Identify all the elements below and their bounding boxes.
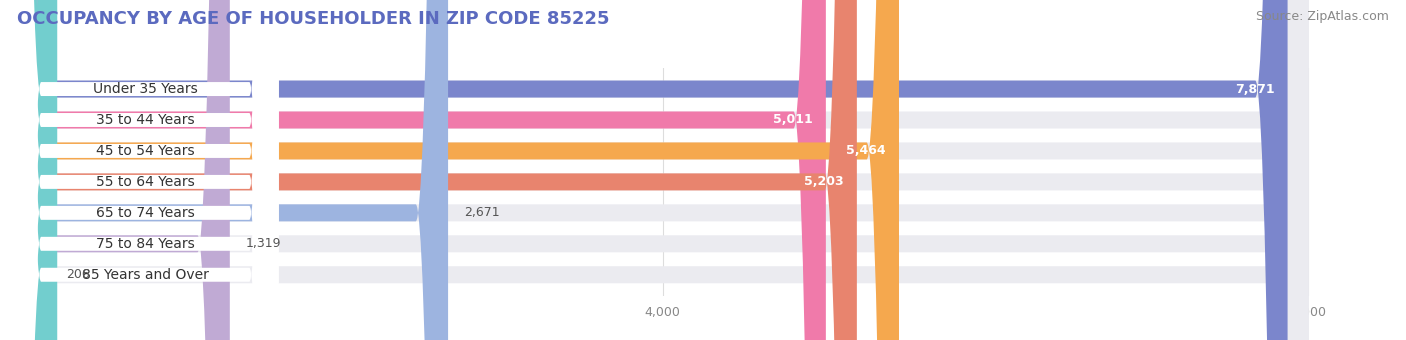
FancyBboxPatch shape bbox=[17, 0, 58, 340]
Text: Source: ZipAtlas.com: Source: ZipAtlas.com bbox=[1256, 10, 1389, 23]
Text: 1,319: 1,319 bbox=[246, 237, 281, 250]
Text: 5,464: 5,464 bbox=[846, 144, 886, 157]
Text: 5,203: 5,203 bbox=[804, 175, 844, 188]
FancyBboxPatch shape bbox=[17, 0, 1288, 340]
FancyBboxPatch shape bbox=[13, 0, 278, 340]
FancyBboxPatch shape bbox=[17, 0, 229, 340]
Text: 65 to 74 Years: 65 to 74 Years bbox=[96, 206, 194, 220]
FancyBboxPatch shape bbox=[17, 0, 825, 340]
Text: 45 to 54 Years: 45 to 54 Years bbox=[96, 144, 194, 158]
Text: 5,011: 5,011 bbox=[773, 114, 813, 126]
FancyBboxPatch shape bbox=[17, 0, 898, 340]
Text: 35 to 44 Years: 35 to 44 Years bbox=[96, 113, 194, 127]
FancyBboxPatch shape bbox=[13, 0, 278, 340]
Text: 7,871: 7,871 bbox=[1234, 83, 1275, 96]
Text: 85 Years and Over: 85 Years and Over bbox=[82, 268, 208, 282]
Text: 2,671: 2,671 bbox=[464, 206, 501, 219]
Text: 75 to 84 Years: 75 to 84 Years bbox=[96, 237, 194, 251]
FancyBboxPatch shape bbox=[17, 0, 1309, 340]
FancyBboxPatch shape bbox=[17, 0, 1309, 340]
FancyBboxPatch shape bbox=[17, 0, 856, 340]
Text: OCCUPANCY BY AGE OF HOUSEHOLDER IN ZIP CODE 85225: OCCUPANCY BY AGE OF HOUSEHOLDER IN ZIP C… bbox=[17, 10, 609, 28]
FancyBboxPatch shape bbox=[17, 0, 449, 340]
Text: 55 to 64 Years: 55 to 64 Years bbox=[96, 175, 194, 189]
FancyBboxPatch shape bbox=[17, 0, 1309, 340]
FancyBboxPatch shape bbox=[13, 0, 278, 340]
FancyBboxPatch shape bbox=[13, 0, 278, 340]
FancyBboxPatch shape bbox=[17, 0, 1309, 340]
FancyBboxPatch shape bbox=[17, 0, 1309, 340]
FancyBboxPatch shape bbox=[17, 0, 1309, 340]
FancyBboxPatch shape bbox=[13, 0, 278, 340]
FancyBboxPatch shape bbox=[13, 0, 278, 340]
FancyBboxPatch shape bbox=[13, 0, 278, 340]
Text: 206: 206 bbox=[66, 268, 90, 281]
Text: Under 35 Years: Under 35 Years bbox=[93, 82, 198, 96]
FancyBboxPatch shape bbox=[17, 0, 1309, 340]
